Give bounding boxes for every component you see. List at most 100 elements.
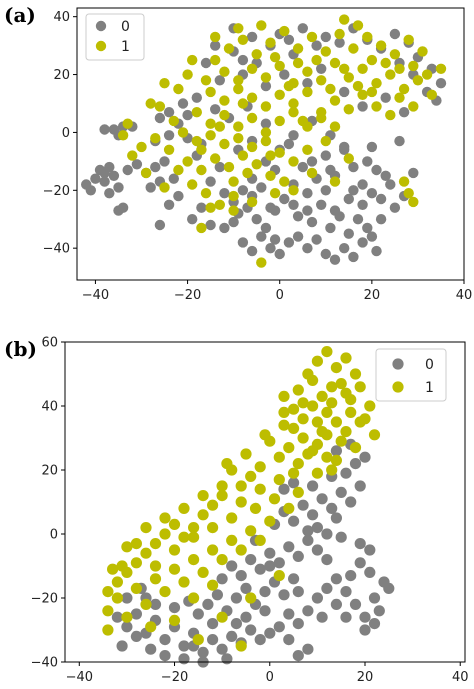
point-b-s1-57 [368, 429, 381, 441]
point-a-s0-18 [131, 159, 143, 170]
point-a-s1-51 [233, 121, 244, 132]
point-a-s1-1 [223, 43, 235, 54]
point-a-s1-41 [302, 86, 313, 98]
scatter-panel-a: (a) −40 −20 0 20 40 −40 −20 0 20 40 0 1 [4, 3, 472, 303]
point-a-s1-122 [246, 196, 258, 208]
point-b-s0-2 [130, 608, 142, 620]
point-b-s0-78 [178, 653, 190, 665]
point-a-s1-132 [228, 205, 239, 216]
point-a-s0-5 [104, 188, 115, 199]
point-a-s1-18 [219, 66, 230, 77]
point-a-s0-137 [357, 101, 368, 112]
point-b-s1-9 [307, 400, 319, 412]
point-a-s0-94 [348, 185, 359, 196]
point-a-s1-84 [159, 182, 170, 193]
point-b-s0-60 [354, 557, 366, 569]
point-b-s0-7 [178, 640, 190, 652]
point-a-s0-110 [311, 40, 322, 51]
point-a-s1-103 [380, 57, 391, 69]
point-b-s1-16 [354, 381, 366, 393]
point-b-s1-37 [159, 528, 171, 540]
point-b-s1-86 [107, 563, 119, 575]
point-b-s1-0 [292, 384, 304, 396]
point-a-s0-149 [210, 104, 221, 115]
point-b-s1-43 [102, 586, 114, 598]
point-b-s1-2 [311, 355, 323, 367]
point-a-s1-114 [283, 80, 295, 92]
point-b-s1-96 [326, 381, 338, 393]
point-b-s0-110 [330, 445, 342, 457]
point-a-s1-5 [279, 25, 290, 37]
point-b-s0-81 [145, 643, 157, 655]
point-a-s1-111 [366, 86, 378, 98]
point-a-s1-19 [233, 75, 244, 86]
point-a-s0-86 [348, 161, 359, 173]
point-a-s0-89 [380, 170, 391, 181]
legend-label-a-0: 0 [121, 19, 130, 35]
legend-marker-b-0 [392, 358, 404, 370]
point-b-s1-52 [273, 474, 285, 486]
point-a-s1-101 [311, 54, 322, 66]
point-a-s1-113 [408, 101, 419, 112]
point-b-s0-1 [121, 621, 133, 633]
point-b-s0-57 [368, 592, 381, 604]
point-a-s0-46 [228, 216, 239, 228]
point-b-s1-90 [278, 419, 290, 431]
point-a-s1-20 [246, 63, 258, 74]
point-b-s0-16 [192, 608, 204, 620]
point-b-s1-50 [235, 496, 247, 508]
point-a-s0-128 [210, 40, 221, 51]
legend-marker-b-1 [392, 381, 404, 393]
y-tick-label-b-1: −20 [31, 592, 58, 607]
point-a-s0-157 [163, 199, 175, 210]
point-b-s1-51 [254, 483, 266, 495]
point-b-s1-18 [345, 406, 357, 418]
y-tick-label-b-2: 0 [50, 528, 58, 543]
point-a-s0-104 [306, 156, 318, 167]
point-a-s0-42 [251, 214, 262, 225]
point-b-s1-114 [288, 467, 300, 479]
point-b-s0-104 [302, 643, 314, 655]
point-b-s1-66 [188, 554, 200, 566]
x-tick-label-b-0: −40 [66, 670, 93, 685]
point-a-s1-95 [200, 75, 212, 86]
point-b-s1-74 [159, 586, 171, 598]
point-a-s1-34 [205, 86, 216, 98]
point-a-s0-103 [297, 161, 308, 173]
point-a-s0-96 [362, 222, 373, 234]
point-b-s1-79 [254, 534, 266, 547]
point-a-s1-65 [260, 135, 272, 147]
point-a-s1-88 [228, 176, 239, 187]
point-b-s0-11 [216, 643, 228, 655]
point-b-s1-6 [349, 368, 362, 380]
point-a-s1-100 [292, 57, 304, 69]
point-b-s0-93 [288, 477, 300, 489]
point-a-s0-59 [339, 243, 350, 254]
point-b-s0-75 [130, 630, 142, 643]
point-b-s0-99 [335, 531, 347, 543]
point-b-s0-55 [349, 598, 362, 611]
point-b-s0-45 [335, 486, 347, 498]
point-b-s1-109 [145, 621, 157, 633]
point-a-s1-76 [279, 176, 290, 187]
point-b-s1-95 [307, 374, 319, 386]
point-a-s0-88 [371, 164, 382, 176]
point-a-s1-49 [205, 118, 216, 129]
point-a-s1-53 [260, 127, 272, 138]
point-b-s1-67 [168, 563, 181, 575]
point-b-s0-14 [245, 624, 257, 636]
point-a-s1-24 [302, 66, 313, 77]
point-a-s0-50 [246, 245, 258, 257]
point-b-s0-48 [340, 467, 352, 479]
point-a-s0-49 [237, 237, 249, 248]
x-tick-label-b-3: 20 [357, 670, 374, 685]
point-b-s0-101 [321, 582, 333, 595]
point-b-s0-51 [330, 512, 342, 524]
point-b-s0-72 [273, 621, 285, 633]
point-a-s0-60 [348, 251, 359, 263]
point-a-s1-71 [210, 153, 221, 164]
x-tick-label-b-2: 0 [266, 670, 274, 685]
y-tick-label-a-1: −20 [43, 184, 70, 199]
point-a-s1-13 [389, 49, 401, 60]
